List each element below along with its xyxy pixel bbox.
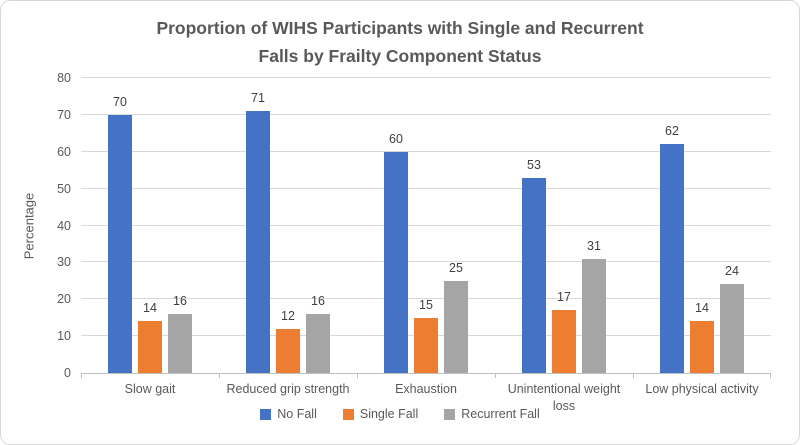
x-axis-tick [633,373,634,378]
gridline-70 [81,113,771,115]
gridline-30 [81,261,771,263]
value-label-single-fall-unintentional-weight-loss: 17 [557,290,571,304]
legend: No Fall Single Fall Recurrent Fall [1,407,799,421]
legend-label-no-fall: No Fall [277,407,317,421]
bar-recurrent-fall-unintentional-weight-loss [582,259,606,373]
value-label-recurrent-fall-slow-gait: 16 [173,294,187,308]
category-label-exhaustion: Exhaustion [395,382,457,396]
y-tick-label-80: 80 [57,71,71,85]
value-label-recurrent-fall-exhaustion: 25 [449,261,463,275]
y-tick-label-0: 0 [64,366,71,380]
x-axis-tick [81,373,82,378]
y-tick-label-70: 70 [57,107,71,122]
value-label-recurrent-fall-unintentional-weight-loss: 31 [587,239,601,253]
y-tick-label-30: 30 [57,255,71,270]
bar-recurrent-fall-low-physical-activity [720,284,744,373]
legend-marker-recurrent-fall [444,408,456,420]
gridline-50 [81,187,771,189]
bar-no-fall-reduced-grip-strength [246,111,270,373]
y-tick-label-50: 50 [57,181,71,196]
bar-recurrent-fall-exhaustion [444,281,468,373]
value-label-recurrent-fall-low-physical-activity: 24 [725,264,739,278]
value-label-single-fall-reduced-grip-strength: 12 [281,309,295,323]
value-label-single-fall-exhaustion: 15 [419,298,433,312]
value-label-no-fall-reduced-grip-strength: 71 [251,91,265,105]
gridline-40 [81,224,771,226]
plot-area: Percentage 0 10 20 30 40 50 60 70 80 70 14 16 Slow g… [22,71,771,413]
legend-marker-single-fall [342,408,354,420]
legend-label-single-fall: Single Fall [359,407,419,421]
category-label-unintentional-weight-loss: Unintentional weight loss [507,382,621,413]
y-tick-label-10: 10 [57,329,71,344]
value-label-no-fall-slow-gait: 70 [113,95,127,109]
legend-marker-no-fall [260,408,272,420]
bar-single-fall-slow-gait [138,321,162,373]
x-axis-tick [357,373,358,378]
y-tick-label-20: 20 [57,292,71,307]
bar-no-fall-unintentional-weight-loss [522,178,546,373]
chart-title-line-2: Falls by Frailty Component Status [258,46,542,67]
value-label-no-fall-unintentional-weight-loss: 53 [527,158,541,172]
value-label-single-fall-low-physical-activity: 14 [695,301,709,315]
bar-single-fall-exhaustion [414,318,438,373]
gridline-80 [81,77,771,78]
gridline-60 [81,150,771,152]
gridline-20 [81,298,771,300]
x-axis-tick [495,373,496,378]
category-label-low-physical-activity: Low physical activity [645,382,759,396]
bar-no-fall-low-physical-activity [660,144,684,373]
bar-recurrent-fall-slow-gait [168,314,192,373]
chart-title: Proportion of WIHS Participants with Sin… [1,14,799,71]
bar-recurrent-fall-reduced-grip-strength [306,314,330,373]
y-tick-label-60: 60 [57,144,71,159]
value-label-recurrent-fall-reduced-grip-strength: 16 [311,294,325,308]
value-label-single-fall-slow-gait: 14 [143,301,157,315]
legend-label-recurrent-fall: Recurrent Fall [461,407,540,421]
legend-item-single-fall: Single Fall [342,407,419,421]
category-label-reduced-grip-strength: Reduced grip strength [226,382,350,396]
x-axis-tick [219,373,220,378]
bar-no-fall-slow-gait [108,115,132,373]
bar-single-fall-low-physical-activity [690,321,714,373]
y-tick-label-40: 40 [57,218,71,233]
bar-single-fall-reduced-grip-strength [276,329,300,373]
value-label-no-fall-exhaustion: 60 [389,132,403,146]
value-label-no-fall-low-physical-activity: 62 [665,124,679,138]
x-axis-tick [770,373,771,378]
legend-item-recurrent-fall: Recurrent Fall [444,407,540,421]
legend-item-no-fall: No Fall [260,407,317,421]
bar-no-fall-exhaustion [384,152,408,373]
bar-single-fall-unintentional-weight-loss [552,310,576,373]
category-label-slow-gait: Slow gait [124,382,176,396]
chart-title-line-1: Proportion of WIHS Participants with Sin… [156,18,644,38]
